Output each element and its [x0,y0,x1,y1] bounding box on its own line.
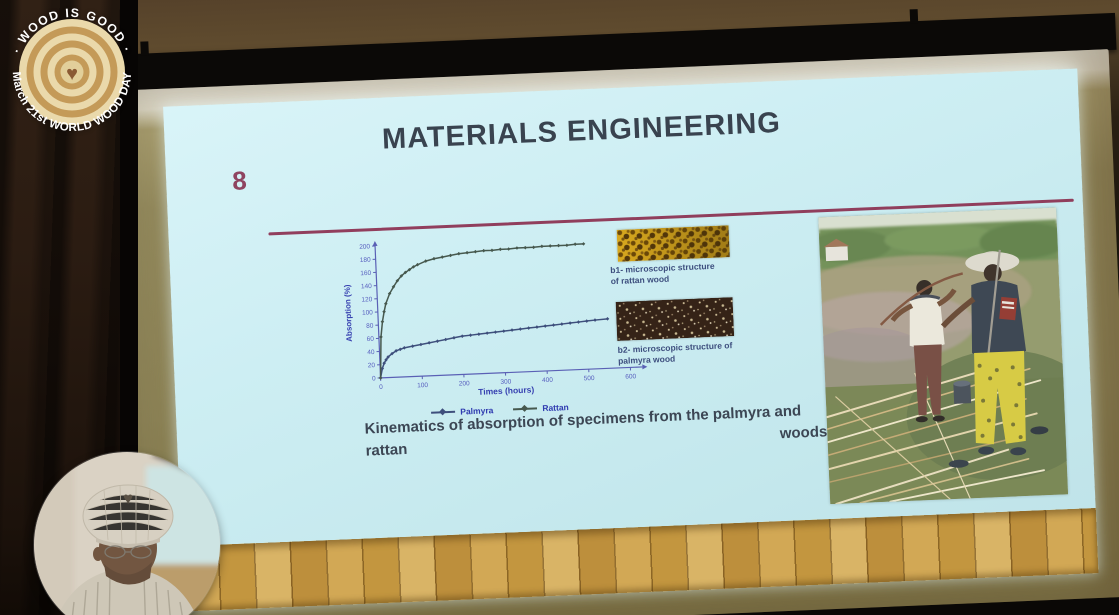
svg-text:0: 0 [372,375,376,382]
cap-heart-motif: ♥ [123,489,133,508]
svg-text:200: 200 [359,243,371,250]
projection-screen-assembly: 8 MATERIALS ENGINEERING 0 100 200 300 400 500… [92,0,1119,615]
micrograph-rattan-wood [616,225,730,262]
field-photo-rattan-workers [818,207,1069,505]
worker-two [940,249,1027,456]
slide: 8 MATERIALS ENGINEERING 0 100 200 300 400 500… [163,68,1099,612]
svg-text:200: 200 [459,380,471,387]
mount-bracket [909,9,919,24]
svg-text:40: 40 [367,349,375,356]
world-wood-day-logo: ♥ · WOOD IS GOOD · March 21st WORLD WOOD… [10,6,134,134]
svg-text:80: 80 [366,323,374,330]
svg-text:300: 300 [500,378,512,385]
svg-text:140: 140 [361,283,373,290]
worker-one [879,272,964,423]
svg-text:180: 180 [360,257,372,264]
heart-icon: ♥ [66,63,78,85]
svg-text:600: 600 [625,373,637,380]
svg-text:100: 100 [417,382,429,389]
svg-text:60: 60 [367,336,375,343]
svg-text:0: 0 [379,384,383,391]
mount-bracket [140,41,149,56]
svg-text:160: 160 [360,270,372,277]
absorption-chart: 0 100 200 300 400 500 600 0 20 40 60 80 100 120 140 160… [341,227,652,422]
slide-title: MATERIALS ENGINEERING [381,106,782,156]
svg-text:Absorption (%): Absorption (%) [343,284,354,342]
slide-number: 8 [231,165,248,196]
svg-text:100: 100 [362,309,374,316]
svg-text:400: 400 [542,377,554,384]
micrograph-palmyra-wood [615,297,735,341]
svg-text:Times (hours): Times (hours) [478,384,535,396]
micrograph-rattan-caption: b1- microscopic structure of rattan wood [610,260,715,287]
presenter-portrait: ♥ [34,452,220,615]
presenter-webcam: ♥ [34,452,220,615]
slide-wood-floor-banner [181,508,1099,612]
projector-screen: 8 MATERIALS ENGINEERING 0 100 200 300 400 500… [114,49,1119,615]
svg-text:120: 120 [361,296,373,303]
presenter-figure: ♥ [58,484,196,615]
svg-text:20: 20 [368,362,376,369]
absorption-chart-svg: 0 100 200 300 400 500 600 0 20 40 60 80 100 120 140 160… [341,227,652,411]
svg-text:500: 500 [584,375,596,382]
